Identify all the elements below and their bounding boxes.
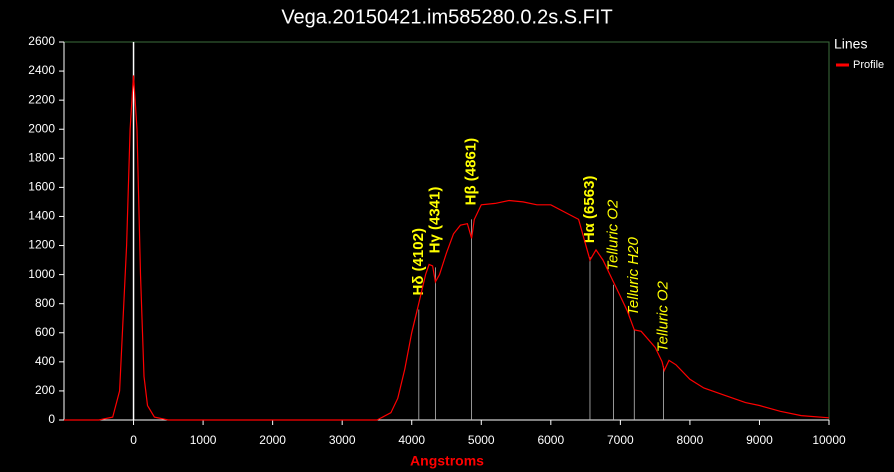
- x-tick-label: 0: [130, 433, 137, 447]
- annotation-label: Hβ (4861): [463, 138, 480, 206]
- x-tick-label: 9000: [746, 433, 773, 447]
- annotation-label: Telluric O2: [654, 280, 671, 352]
- y-tick-label: 2000: [28, 121, 55, 135]
- y-tick-label: 1200: [28, 238, 55, 252]
- x-tick-label: 3000: [329, 433, 356, 447]
- y-tick-label: 2600: [28, 34, 55, 48]
- series-line: [64, 75, 830, 421]
- y-tick-label: 1800: [28, 150, 55, 164]
- y-tick-label: 2200: [28, 92, 55, 106]
- x-tick-label: 1000: [190, 433, 217, 447]
- y-tick-label: 200: [35, 383, 55, 397]
- y-tick-label: 2400: [28, 63, 55, 77]
- annotation-label: Telluric H20: [625, 237, 642, 316]
- x-tick-label: 4000: [398, 433, 425, 447]
- y-tick-label: 1400: [28, 209, 55, 223]
- y-tick-label: 1000: [28, 267, 55, 281]
- x-tick-label: 5000: [468, 433, 495, 447]
- x-tick-label: 2000: [259, 433, 286, 447]
- annotation-label: Hα (6563): [581, 176, 598, 244]
- x-tick-label: 8000: [677, 433, 704, 447]
- legend-title: Lines: [834, 36, 867, 52]
- annotation-label: Telluric O2: [604, 199, 621, 271]
- legend-label: Profile: [853, 59, 884, 71]
- y-tick-label: 400: [35, 354, 55, 368]
- x-tick-label: 6000: [537, 433, 564, 447]
- y-tick-label: 0: [48, 412, 55, 426]
- chart-title: Vega.20150421.im585280.0.2s.S.FIT: [281, 6, 612, 28]
- annotation-label: Hδ (4102): [410, 228, 427, 295]
- y-tick-label: 1600: [28, 180, 55, 194]
- x-axis-label: Angstroms: [410, 453, 484, 469]
- x-tick-label: 7000: [607, 433, 634, 447]
- annotation-label: Hγ (4341): [426, 187, 443, 254]
- y-tick-label: 800: [35, 296, 55, 310]
- y-tick-label: 600: [35, 325, 55, 339]
- x-tick-label: 10000: [812, 433, 846, 447]
